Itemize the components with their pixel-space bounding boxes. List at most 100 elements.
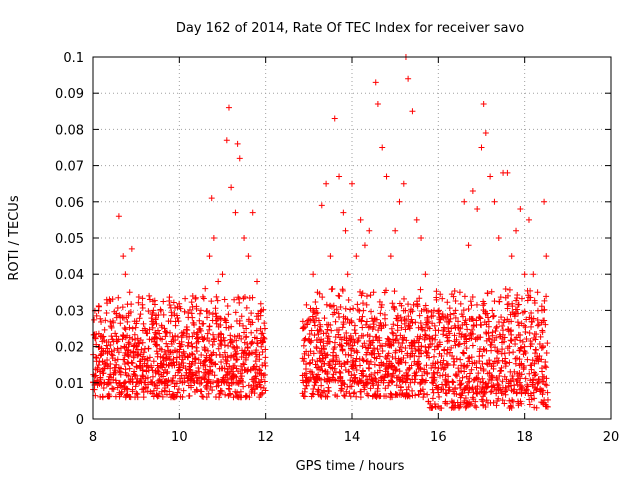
data-point: [406, 325, 413, 332]
data-point: [195, 364, 202, 371]
data-point: [324, 375, 331, 382]
data-point: [512, 310, 519, 317]
data-point: [160, 311, 167, 318]
data-point: [508, 318, 515, 325]
data-point: [120, 380, 127, 387]
data-point: [171, 383, 178, 390]
data-point: [347, 393, 354, 400]
data-point: [234, 389, 241, 396]
data-point: [180, 329, 187, 336]
data-point: [399, 374, 406, 381]
data-point: [488, 288, 495, 295]
data-point: [174, 389, 181, 396]
data-point: [450, 379, 457, 386]
data-point: [236, 317, 243, 324]
data-point: [513, 334, 520, 341]
data-point: [518, 382, 525, 389]
data-point: [531, 369, 538, 376]
x-tick-label: 14: [344, 430, 361, 445]
data-point: [213, 383, 220, 390]
data-point: [255, 310, 262, 317]
data-point: [150, 307, 157, 314]
data-point: [355, 337, 362, 344]
data-point: [330, 346, 337, 353]
data-point: [318, 202, 325, 209]
data-point: [512, 341, 519, 348]
data-point: [377, 319, 384, 326]
data-point: [145, 308, 152, 315]
x-tick-label: 16: [430, 430, 447, 445]
data-point: [510, 349, 517, 356]
data-point: [156, 330, 163, 337]
data-point: [315, 331, 322, 338]
data-point: [164, 343, 171, 350]
data-point: [508, 337, 515, 344]
data-point: [344, 271, 351, 278]
data-point: [180, 387, 187, 394]
data-point: [331, 115, 338, 122]
data-point: [223, 360, 230, 367]
data-point: [256, 366, 263, 373]
data-point: [453, 390, 460, 397]
data-point: [405, 366, 412, 373]
data-point: [302, 385, 309, 392]
data-point: [212, 361, 219, 368]
data-point: [226, 386, 233, 393]
data-point: [108, 324, 115, 331]
data-point: [343, 337, 350, 344]
data-point: [388, 325, 395, 332]
data-point: [387, 390, 394, 397]
data-point: [146, 296, 153, 303]
data-point: [216, 351, 223, 358]
data-point: [488, 377, 495, 384]
data-point: [241, 329, 248, 336]
data-point: [389, 372, 396, 379]
data-point: [238, 335, 245, 342]
data-point: [257, 300, 264, 307]
data-point: [470, 389, 477, 396]
data-point: [444, 318, 451, 325]
data-point: [484, 290, 491, 297]
data-point: [493, 390, 500, 397]
data-point: [482, 130, 489, 137]
data-point: [304, 377, 311, 384]
data-point: [451, 288, 458, 295]
data-point: [262, 354, 269, 361]
data-point: [508, 253, 515, 260]
data-point: [101, 326, 108, 333]
data-point: [502, 363, 509, 370]
data-point: [210, 379, 217, 386]
data-point: [530, 271, 537, 278]
data-point: [205, 347, 212, 354]
data-point: [235, 393, 242, 400]
data-point: [245, 253, 252, 260]
data-point: [504, 316, 511, 323]
data-point: [241, 361, 248, 368]
data-point: [435, 343, 442, 350]
data-point: [505, 382, 512, 389]
data-point: [363, 301, 370, 308]
data-point: [170, 359, 177, 366]
data-point: [262, 362, 269, 369]
data-point: [129, 325, 136, 332]
data-point: [457, 300, 464, 307]
data-point: [455, 318, 462, 325]
data-point: [454, 373, 461, 380]
data-point: [464, 326, 471, 333]
data-point: [124, 318, 131, 325]
data-point: [447, 315, 454, 322]
data-point: [409, 108, 416, 115]
data-point: [142, 379, 149, 386]
data-point: [476, 358, 483, 365]
data-point: [224, 303, 231, 310]
data-point: [472, 398, 479, 405]
data-point: [364, 358, 371, 365]
data-point: [371, 392, 378, 399]
data-point: [430, 312, 437, 319]
data-point: [245, 318, 252, 325]
data-point: [302, 335, 309, 342]
data-point: [457, 381, 464, 388]
data-point: [234, 345, 241, 352]
data-point: [108, 348, 115, 355]
data-point: [144, 357, 151, 364]
